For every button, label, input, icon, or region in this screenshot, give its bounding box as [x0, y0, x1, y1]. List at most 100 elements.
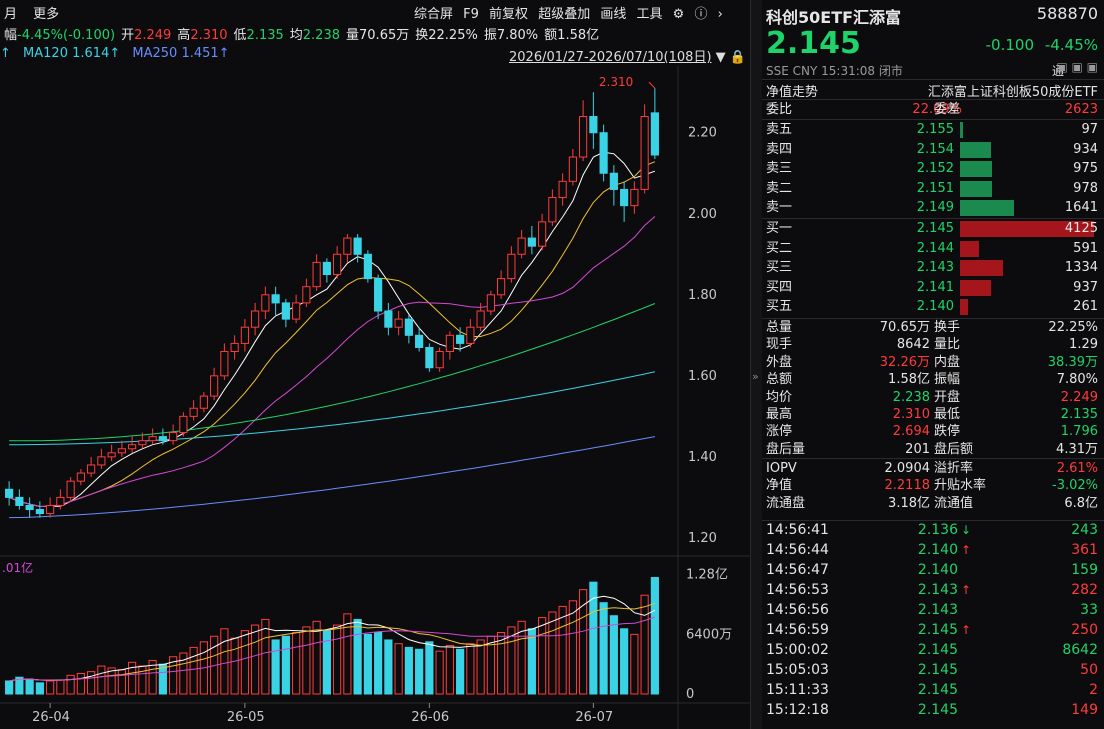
candle[interactable] [558, 173, 567, 206]
volume-bar [435, 650, 444, 695]
f9-button[interactable]: F9 [463, 7, 479, 22]
candle[interactable] [466, 319, 475, 348]
candle[interactable] [527, 225, 536, 255]
kline-svg[interactable]: 2.20 2.00 1.80 1.60 1.40 1.20 2.310 .01亿 1.28亿 64… [0, 66, 750, 729]
candle[interactable] [148, 428, 157, 445]
detail-value: 22.25% [1048, 320, 1098, 335]
candle[interactable] [609, 165, 618, 206]
candle[interactable] [568, 148, 577, 186]
nav-trend-label[interactable]: 净值走势 [766, 85, 819, 100]
detail-value: 70.65万 [879, 320, 930, 335]
window-controls-icon[interactable]: ▣ ▣ ▣ [1056, 60, 1098, 74]
candle[interactable] [302, 278, 311, 307]
date-range[interactable]: 2026/01/27-2026/07/10(108日) ▼ 🔒 [509, 46, 746, 65]
collapse-icon[interactable]: » [752, 370, 759, 383]
candle[interactable] [394, 311, 403, 336]
chevron-right-icon[interactable]: › [717, 7, 723, 22]
candle[interactable] [322, 258, 331, 283]
period-month-tab[interactable]: 月 [4, 7, 18, 22]
tools-button[interactable]: 工具 [636, 7, 663, 22]
dropdown-icon[interactable]: ▼ [715, 50, 726, 65]
candle[interactable] [333, 246, 342, 279]
draw-button[interactable]: 画线 [600, 7, 627, 22]
candle[interactable] [384, 302, 393, 336]
candle[interactable] [158, 428, 167, 445]
volume-bar [394, 643, 403, 695]
candle[interactable] [630, 181, 639, 214]
candle[interactable] [456, 327, 465, 352]
kline-chart-panel[interactable]: 月 更多 综合屏 F9 前复权 超级叠加 画线 工具 ⚙ ⓘ › 幅-4.45%… [0, 0, 750, 729]
candle[interactable] [517, 229, 526, 259]
candle[interactable] [210, 367, 219, 401]
help-icon[interactable]: ⓘ [694, 7, 708, 22]
candle[interactable] [5, 481, 14, 506]
candle[interactable] [374, 274, 383, 320]
candle[interactable] [199, 392, 208, 413]
weibi-label: 委比 [766, 102, 793, 117]
candle[interactable] [46, 497, 55, 518]
candle[interactable] [189, 400, 198, 421]
ma-line-ma5 [8, 151, 656, 508]
tong-tag[interactable]: 通 [1051, 64, 1064, 78]
lock-icon[interactable]: 🔒 [729, 50, 746, 65]
candle[interactable] [240, 319, 249, 352]
candle[interactable] [650, 88, 659, 160]
candle[interactable] [66, 477, 75, 502]
candle[interactable] [538, 213, 547, 251]
candle[interactable] [87, 456, 96, 478]
panel-splitter[interactable]: » [750, 0, 762, 729]
detail-label: 涨停 [766, 424, 793, 440]
overlay-button[interactable]: 超级叠加 [538, 7, 591, 22]
candle[interactable] [25, 497, 34, 518]
gear-icon[interactable]: ⚙ [672, 7, 685, 22]
candle[interactable] [220, 343, 229, 380]
candle[interactable] [281, 298, 290, 328]
candle[interactable] [353, 234, 362, 263]
ma-arrow: ↑ [0, 46, 11, 61]
candle[interactable] [261, 286, 270, 320]
more-button[interactable]: 更多 [33, 7, 60, 22]
candle[interactable] [312, 254, 321, 291]
candle[interactable] [486, 290, 495, 316]
ask-level-volume: 978 [1073, 180, 1098, 196]
candle[interactable] [445, 331, 454, 360]
candle[interactable] [251, 302, 260, 336]
candle[interactable] [138, 432, 147, 449]
adjust-button[interactable]: 前复权 [489, 7, 529, 22]
candle[interactable] [343, 234, 352, 263]
candle[interactable] [476, 302, 485, 332]
candle[interactable] [640, 104, 649, 194]
candle[interactable] [179, 412, 188, 437]
candle[interactable] [117, 440, 126, 457]
candle[interactable] [507, 246, 516, 283]
candle[interactable] [599, 124, 608, 182]
tick-arrow-icon: ↑ [961, 543, 972, 557]
candle[interactable] [128, 436, 137, 453]
candle[interactable] [363, 250, 372, 283]
candle[interactable] [404, 315, 413, 344]
candle[interactable] [97, 448, 106, 470]
volume-bar [425, 641, 434, 695]
candle[interactable] [230, 335, 239, 360]
candle[interactable] [435, 347, 444, 372]
candle[interactable] [497, 270, 506, 299]
candle[interactable] [35, 501, 44, 518]
candle[interactable] [107, 444, 116, 461]
candle[interactable] [579, 100, 588, 162]
volume-bar [128, 661, 137, 695]
candle[interactable] [56, 489, 65, 510]
candle[interactable] [589, 92, 598, 149]
candle[interactable] [15, 489, 24, 510]
detail-label: 盘后额 [934, 441, 974, 457]
tick-volume: 243 [1071, 522, 1098, 538]
candle[interactable] [548, 189, 557, 226]
candle[interactable] [169, 424, 178, 445]
composite-screen-button[interactable]: 综合屏 [414, 7, 454, 22]
candle[interactable] [425, 343, 434, 372]
candle[interactable] [76, 469, 85, 486]
candle[interactable] [620, 181, 629, 222]
stat-item: 高2.310 [177, 24, 227, 43]
candle[interactable] [271, 286, 280, 316]
candle[interactable] [292, 294, 301, 324]
candle[interactable] [415, 327, 424, 352]
